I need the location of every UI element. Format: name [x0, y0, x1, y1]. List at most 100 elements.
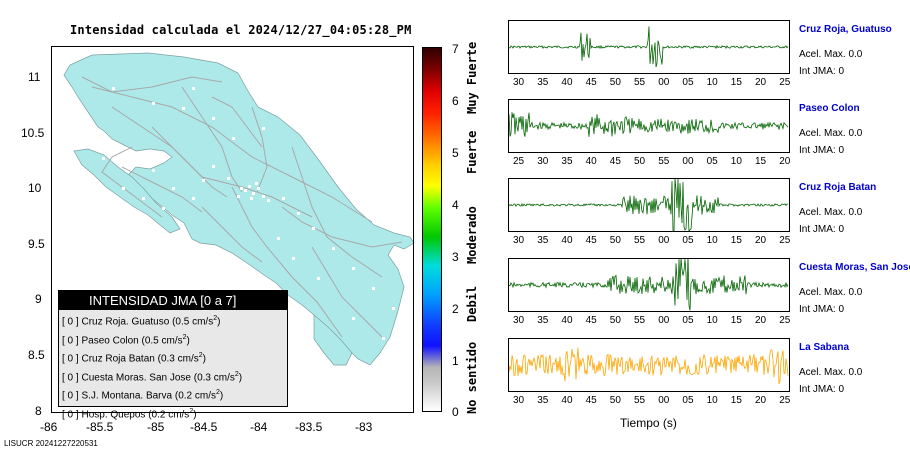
town-marker	[292, 257, 295, 260]
trace-time-tick: 35	[537, 315, 549, 326]
trace-station-name: Cruz Roja, Guatuso	[799, 24, 892, 35]
lat-tick: 10.5	[21, 126, 45, 140]
trace-time-tick: 15	[730, 235, 742, 246]
trace-time-tick: 10	[706, 235, 718, 246]
map-svg	[63, 52, 413, 366]
lat-tick: 10	[28, 181, 42, 195]
trace-time-tick: 05	[682, 77, 694, 88]
trace-time-tick: 55	[634, 77, 646, 88]
town-marker	[122, 187, 125, 190]
trace-time-tick: 05	[682, 395, 694, 406]
trace-time-tick: 05	[682, 315, 694, 326]
town-marker	[372, 287, 375, 290]
lon-tick: -85	[147, 420, 165, 434]
trace-time-tick: 35	[537, 395, 549, 406]
legend-row: [ 0 ] S.J. Montana. Barva (0.2 cm/s2)	[59, 384, 287, 403]
town-marker	[297, 212, 300, 215]
trace-time-tick: 15	[730, 395, 742, 406]
legend-accel-exp: 2	[234, 370, 239, 378]
trace-time-tick: 25	[779, 315, 791, 326]
colorbar-number: 3	[452, 250, 459, 264]
legend-row: [ 0 ] Hosp. Quepos (0.2 cm/s2)	[59, 403, 287, 422]
trace-time-tick: 10	[706, 77, 718, 88]
trace-time-tick: 50	[609, 315, 621, 326]
legend-accel: (0.5 cm/s	[141, 334, 183, 346]
town-marker	[227, 177, 230, 180]
legend-close: )	[238, 371, 243, 383]
legend-rows: [ 0 ] Cruz Roja. Guatuso (0.5 cm/s2) [ 0 …	[59, 310, 287, 421]
legend-close: )	[202, 353, 206, 365]
colorbar-number: 2	[452, 302, 459, 316]
trace-time-tick: 20	[779, 156, 791, 167]
legend-title: INTENSIDAD JMA [0 a 7]	[59, 291, 287, 310]
trace-time-tick: 45	[609, 156, 621, 167]
town-marker	[352, 317, 355, 320]
legend-accel-exp: 2	[213, 315, 218, 322]
trace-time-tick: 25	[779, 77, 791, 88]
trace-time-tick: 35	[537, 235, 549, 246]
legend-row: [ 0 ] Cuesta Moras. San Jose (0.3 cm/s2)	[59, 366, 287, 385]
road-network	[81, 76, 403, 338]
footer-id: LISUCR 20241227220531	[4, 439, 98, 448]
town-marker	[352, 267, 355, 270]
trace-time-tick: 35	[537, 77, 549, 88]
legend-station: Hosp. Quepos	[81, 408, 146, 420]
town-marker	[152, 102, 155, 105]
trace-panel	[508, 20, 790, 74]
legend-station: S.J. Montana. Barva	[81, 390, 173, 402]
trace-time-tick: 45	[585, 395, 597, 406]
legend-close: )	[193, 408, 197, 420]
waveform-line	[509, 259, 789, 311]
waveform-svg	[509, 179, 789, 231]
town-marker	[240, 187, 243, 190]
trace-time-tick: 55	[634, 315, 646, 326]
lat-tick: 8.5	[28, 348, 45, 362]
town-marker	[237, 195, 240, 198]
waveform-svg	[509, 259, 789, 311]
town-marker	[212, 165, 215, 168]
trace-accel-max: Acel. Max. 0.0	[799, 207, 863, 218]
trace-jma-intensity: Int JMA: 0	[799, 384, 845, 395]
town-marker	[152, 169, 155, 172]
trace-time-tick: 05	[682, 235, 694, 246]
town-marker	[267, 199, 270, 202]
colorbar-word: Muy Fuerte	[465, 41, 479, 114]
time-axis-label: Tiempo (s)	[620, 416, 677, 430]
osa-peninsula	[313, 314, 353, 366]
legend-row: [ 0 ] Cruz Roja. Guatuso (0.5 cm/s2)	[59, 310, 287, 329]
trace-time-tick: 40	[585, 156, 597, 167]
trace-time-tick: 50	[609, 77, 621, 88]
trace-time-tick: 05	[706, 156, 718, 167]
legend-station: Cruz Roja Batan	[81, 353, 155, 365]
legend-accel-exp: 2	[215, 389, 220, 396]
lon-tick: -83	[355, 420, 373, 434]
lon-tick: -84.5	[190, 420, 218, 434]
trace-time-tick: 40	[561, 395, 573, 406]
trace-panel	[508, 99, 790, 153]
town-marker	[212, 117, 215, 120]
lon-tick: -85.5	[86, 420, 114, 434]
trace-time-tick: 40	[561, 235, 573, 246]
trace-station-name: La Sabana	[799, 342, 850, 353]
trace-time-tick: 55	[658, 156, 670, 167]
town-markers	[102, 87, 395, 340]
trace-time-tick: 45	[585, 77, 597, 88]
trace-time-tick: 50	[609, 395, 621, 406]
trace-time-tick: 20	[755, 395, 767, 406]
waveform-line	[509, 179, 789, 231]
town-marker	[250, 197, 253, 200]
trace-time-tick: 10	[706, 395, 718, 406]
town-marker	[257, 187, 260, 190]
trace-panel	[508, 178, 790, 232]
legend-accel: (0.3 cm/s	[193, 371, 235, 383]
trace-station-name: Cruz Roja Batan	[799, 182, 877, 193]
trace-time-tick: 45	[585, 315, 597, 326]
waveform-line	[509, 26, 789, 68]
town-marker	[172, 187, 175, 190]
town-marker	[142, 197, 145, 200]
trace-time-tick: 20	[755, 315, 767, 326]
trace-panel	[508, 258, 790, 312]
trace-time-tick: 40	[561, 77, 573, 88]
intensity-colorbar	[422, 47, 442, 412]
legend-close: )	[186, 334, 190, 346]
